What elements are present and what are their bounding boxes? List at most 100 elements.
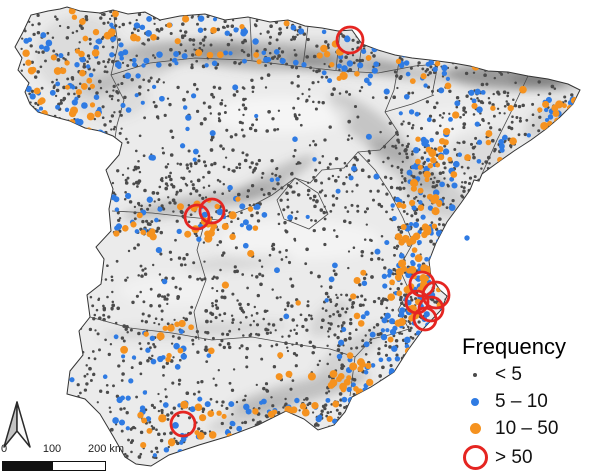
dot-5-10 [114,61,122,68]
dot-lt5 [533,140,538,145]
dot-lt5 [428,114,433,118]
dot-5-10 [582,97,588,103]
dot-5-10 [118,42,124,48]
dot-10-50 [70,136,77,143]
dot-lt5 [196,178,201,183]
dot-lt5 [115,259,119,263]
dot-5-10 [394,44,400,50]
dot-lt5 [201,410,205,413]
dot-5-10 [396,49,401,54]
dot-lt5 [37,22,41,26]
dot-5-10 [500,239,507,247]
dot-5-10 [279,57,286,65]
dot-5-10 [161,278,168,285]
dot-10-50 [494,61,501,67]
dot-lt5 [287,334,291,338]
dot-lt5 [194,335,198,339]
dot-lt5 [582,165,584,167]
dot-lt5 [133,205,137,209]
dot-lt5 [209,112,213,115]
dot-lt5 [543,70,547,74]
dot-lt5 [210,135,215,139]
dot-lt5 [324,309,328,312]
dot-5-10 [474,88,481,95]
dot-5-10 [498,182,506,189]
dot-5-10 [398,62,405,69]
dot-lt5 [233,265,237,269]
dot-lt5 [159,438,164,443]
dot-lt5 [212,95,216,99]
dot-5-10 [425,322,431,328]
dot-lt5 [408,385,411,389]
dot-5-10 [109,22,114,28]
dot-lt5 [335,21,340,25]
dot-lt5 [66,400,69,403]
dot-lt5 [318,161,322,165]
dot-lt5 [241,421,244,425]
dot-lt5 [222,251,226,255]
dot-10-50 [239,23,245,30]
dot-lt5 [564,147,568,151]
dot-lt5 [276,127,280,131]
dot-10-50 [373,391,381,399]
dot-lt5 [191,7,195,11]
dot-lt5 [394,339,399,343]
dot-lt5 [196,277,200,281]
dot-5-10 [361,280,368,287]
dot-lt5 [448,244,452,248]
dot-lt5 [344,310,348,314]
dot-lt5 [150,403,154,407]
dot-lt5 [540,173,544,177]
dot-lt5 [168,201,172,205]
dot-lt5 [178,287,182,291]
dot-lt5 [296,33,299,37]
dot-lt5 [125,411,129,415]
dot-lt5 [224,156,228,159]
dot-5-10 [134,229,140,234]
dot-lt5 [195,109,200,114]
dot-lt5 [107,58,111,61]
dot-lt5 [459,215,463,218]
dot-10-50 [409,78,416,84]
dot-10-50 [64,60,70,66]
dot-lt5 [460,165,464,169]
dot-lt5 [506,102,510,107]
dot-lt5 [75,29,79,33]
dot-lt5 [96,435,100,439]
dot-lt5 [70,76,75,80]
dot-5-10 [437,272,443,278]
dot-lt5 [169,171,172,175]
dot-lt5 [273,128,277,132]
dot-lt5 [351,190,354,193]
dot-lt5 [246,53,251,57]
dot-lt5 [278,175,282,179]
dot-5-10 [62,139,70,146]
dot-lt5 [218,343,222,347]
dot-lt5 [151,191,156,195]
dot-lt5 [174,238,177,242]
dot-lt5 [119,407,123,411]
dot-lt5 [563,95,567,99]
dot-5-10 [297,426,304,433]
dot-10-50 [228,211,237,220]
dot-lt5 [76,418,79,421]
dot-lt5 [82,128,86,131]
dot-10-50 [339,382,348,391]
dot-10-50 [285,370,293,378]
dot-lt5 [399,75,403,79]
dot-lt5 [538,115,542,119]
dot-10-50 [221,222,229,231]
dot-lt5 [263,309,268,313]
dot-10-50 [417,187,424,194]
dot-lt5 [260,187,264,191]
dot-lt5 [255,162,259,166]
dot-lt5 [531,113,535,117]
dot-lt5 [124,178,128,182]
dot-lt5 [332,313,335,316]
dot-lt5 [328,125,332,129]
dot-lt5 [159,230,164,235]
dot-5-10 [159,95,165,102]
dot-lt5 [530,142,534,146]
dot-5-10 [154,217,159,223]
dot-lt5 [414,195,418,199]
